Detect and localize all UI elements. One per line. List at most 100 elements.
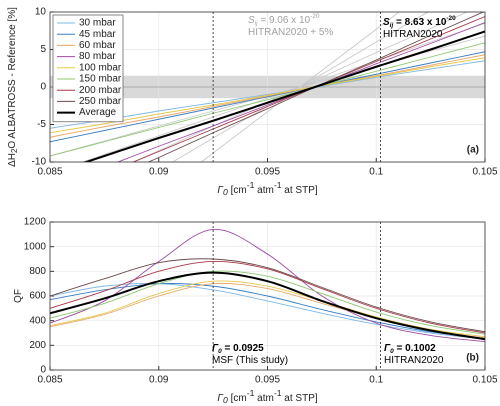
series-line	[50, 270, 485, 335]
text-part: 0	[218, 348, 222, 355]
x-tick-label: 0.1	[369, 167, 383, 178]
text-part: atm	[254, 393, 273, 404]
text-part: atm	[254, 185, 273, 196]
y-axis-label: QF	[13, 289, 24, 303]
legend-label: Average	[79, 107, 117, 118]
legend-label: 200 mbar	[79, 85, 122, 96]
x-tick-label: 0.095	[255, 167, 280, 178]
y-tick-label: 400	[29, 315, 46, 326]
text-part: QF	[13, 289, 24, 303]
text-part: = 0.1002	[394, 343, 436, 354]
panel-label: (a)	[467, 145, 479, 156]
text-part: O ALBATROSS - Reference [%]	[7, 7, 18, 149]
series-line	[50, 283, 485, 339]
text-part: 0	[223, 187, 228, 197]
text-part: at STP]	[282, 393, 318, 404]
text-part: -1	[274, 180, 282, 190]
text-part: HITRAN2020	[383, 29, 443, 40]
annotation: Γ0 = 0.1002	[384, 343, 436, 355]
series-line	[147, 12, 485, 162]
annotation: Sij = 9.06 x 10-20	[248, 13, 320, 27]
legend-label: 150 mbar	[79, 74, 122, 85]
text-part: = 8.63 x 10	[393, 17, 447, 28]
annotation: Γ0 = 0.0925	[212, 343, 264, 355]
series-line	[116, 22, 485, 162]
text-part: HITRAN2020	[384, 355, 444, 366]
text-part: Γ	[217, 393, 224, 404]
text-part: Γ	[212, 343, 219, 354]
reference-line	[81, 22, 485, 162]
text-part: -1	[274, 388, 282, 398]
text-part: = 0.0925	[222, 343, 264, 354]
y-tick-label: -10	[32, 157, 47, 168]
text-part: 0	[390, 348, 394, 355]
y-tick-label: 0	[40, 82, 46, 93]
x-tick-label: 0.085	[37, 375, 62, 386]
series-line	[50, 228, 485, 343]
y-tick-label: 5	[40, 44, 46, 55]
text-part: ΔH	[7, 153, 18, 167]
legend-label: 100 mbar	[79, 62, 122, 73]
series-line	[50, 280, 485, 338]
series-line	[83, 30, 485, 162]
plot-lines	[50, 228, 485, 343]
text-part: ij	[390, 22, 394, 29]
series-line	[132, 16, 485, 162]
plot-lines	[50, 12, 485, 162]
x-tick-label: 0.085	[37, 167, 62, 178]
series-line	[50, 258, 485, 333]
y-tick-label: 1200	[24, 217, 47, 228]
x-tick-label: 0.09	[149, 167, 169, 178]
text-part: = 9.06 x 10	[258, 15, 311, 26]
series-line	[50, 51, 485, 143]
text-part: Γ	[384, 343, 391, 354]
series-line	[50, 42, 485, 157]
y-tick-label: 600	[29, 291, 46, 302]
annotation: Sij = 8.63 x 10-20	[383, 15, 456, 29]
text-part: -20	[310, 13, 320, 20]
x-tick-label: 0.095	[255, 375, 280, 386]
annotation: HITRAN2020	[383, 29, 443, 40]
series-line	[50, 283, 485, 340]
text-part: S	[248, 15, 255, 26]
series-line	[50, 271, 485, 341]
text-part: HITRAN2020 + 5%	[248, 27, 333, 38]
plot-frame	[49, 11, 486, 163]
x-tick-label: 0.105	[472, 167, 497, 178]
text-part: Γ	[217, 185, 224, 196]
text-part: at STP]	[282, 185, 318, 196]
y-tick-label: 1000	[24, 241, 47, 252]
reference-line	[200, 12, 400, 162]
legend-label: 60 mbar	[79, 40, 116, 51]
y-tick-label: 200	[29, 340, 46, 351]
text-part: [cm	[228, 185, 247, 196]
series-line	[50, 54, 485, 138]
x-tick-label: 0.09	[149, 375, 169, 386]
legend-label: 45 mbar	[79, 29, 116, 40]
legend-label: 80 mbar	[79, 51, 116, 62]
y-axis-label: ΔH2O ALBATROSS - Reference [%]	[7, 7, 19, 167]
series-line	[50, 261, 485, 334]
text-part: -1	[247, 180, 255, 190]
text-part: ij	[255, 20, 258, 27]
plot-frame	[49, 221, 486, 371]
text-part: -20	[446, 15, 456, 22]
text-part: 0	[223, 395, 228, 405]
legend-box	[52, 14, 124, 123]
text-part: S	[383, 17, 390, 28]
annotation: HITRAN2020 + 5%	[248, 27, 333, 38]
x-axis-label: Γ0 [cm-1 atm-1 at STP]	[217, 388, 318, 405]
text-part: 2	[10, 149, 19, 153]
y-tick-label: 800	[29, 266, 46, 277]
text-part: MSF (This study)	[212, 355, 288, 366]
x-axis-label: Γ0 [cm-1 atm-1 at STP]	[217, 180, 318, 197]
text-part: [cm	[228, 393, 247, 404]
legend-label: 250 mbar	[79, 96, 122, 107]
annotation: HITRAN2020	[384, 355, 444, 366]
y-tick-label: -5	[37, 119, 46, 130]
y-tick-label: 0	[40, 365, 46, 376]
text-part: -1	[247, 388, 255, 398]
x-tick-label: 0.105	[472, 375, 497, 386]
annotation: MSF (This study)	[212, 355, 288, 366]
